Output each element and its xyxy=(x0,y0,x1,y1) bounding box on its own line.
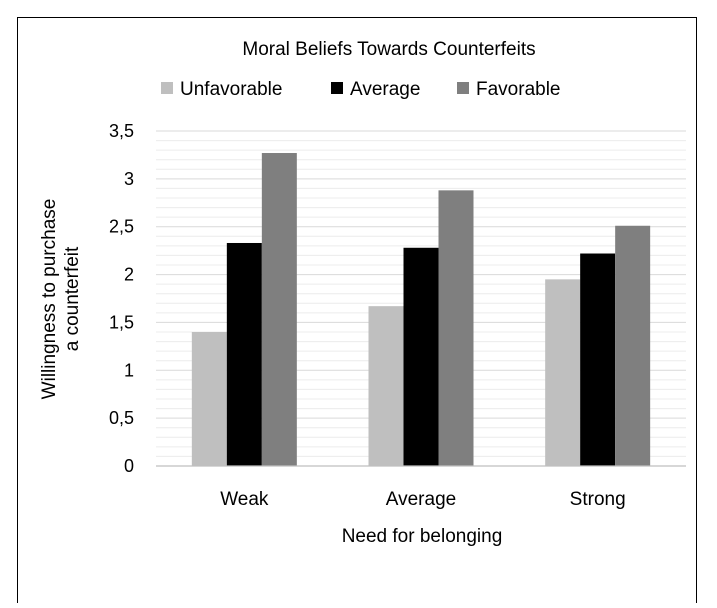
bar-average-average xyxy=(403,247,439,466)
bar-average-strong xyxy=(580,253,616,466)
x-tick-label: Weak xyxy=(220,489,269,510)
legend-swatch xyxy=(331,82,343,94)
y-tick-label: 3,5 xyxy=(109,121,134,141)
bar-favorable-average xyxy=(438,190,474,467)
bar-favorable-weak xyxy=(261,153,297,466)
y-tick-label: 2 xyxy=(124,265,134,285)
legend: Unfavorable Average Favorable xyxy=(161,79,561,100)
x-tick-label: Average xyxy=(386,489,456,510)
y-tick-label: 1 xyxy=(124,360,134,380)
bar-unfavorable-weak xyxy=(191,332,227,466)
bar-unfavorable-average xyxy=(368,306,404,466)
x-tick-label: Strong xyxy=(570,489,626,510)
bar-favorable-strong xyxy=(615,225,651,466)
y-tick-label: 3 xyxy=(124,169,134,189)
chart-frame: 0 0,5 1 1,5 2 2,5 3 3,5 Weak Average Strong Moral … xyxy=(17,17,697,603)
y-tick-label: 0 xyxy=(124,456,134,476)
y-tick-label: 0,5 xyxy=(109,408,134,428)
bar-unfavorable-strong xyxy=(545,279,581,466)
legend-label: Unfavorable xyxy=(180,79,282,100)
axes: 0 0,5 1 1,5 2 2,5 3 3,5 Weak Average Strong xyxy=(109,121,686,510)
legend-title: Moral Beliefs Towards Counterfeits xyxy=(242,39,535,60)
legend-label: Average xyxy=(350,79,420,100)
y-tick-label: 2,5 xyxy=(109,217,134,237)
y-tick-label: 1,5 xyxy=(109,312,134,332)
legend-label: Favorable xyxy=(476,79,561,100)
bars xyxy=(191,153,651,467)
bar-average-weak xyxy=(226,242,262,466)
y-axis-label: Willingness to purchase a counterfeit xyxy=(39,199,83,400)
legend-swatch xyxy=(457,82,469,94)
legend-swatch xyxy=(161,82,173,94)
x-axis-label: Need for belonging xyxy=(342,526,503,547)
bar-chart: 0 0,5 1 1,5 2 2,5 3 3,5 Weak Average Strong Moral … xyxy=(39,39,686,547)
